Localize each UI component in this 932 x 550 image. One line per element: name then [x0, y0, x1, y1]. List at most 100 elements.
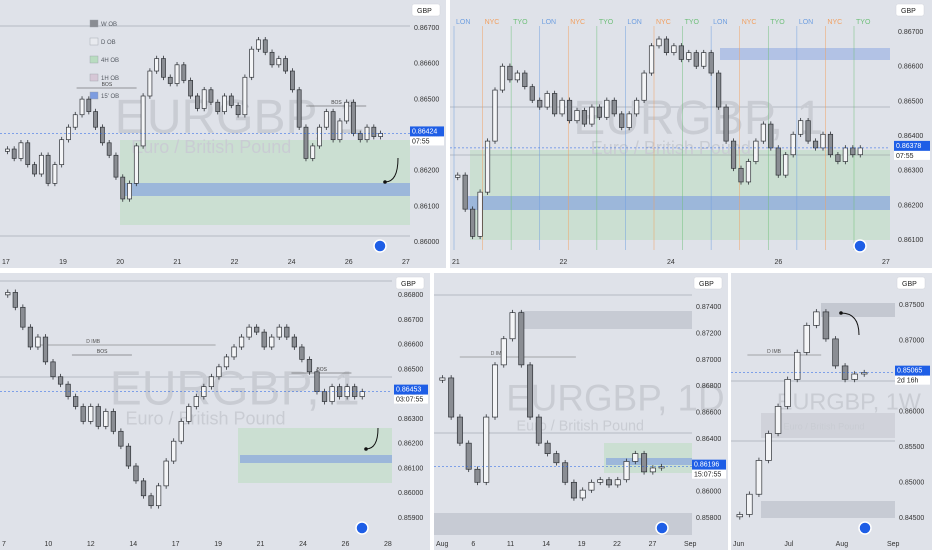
session-label: NYC — [827, 19, 842, 26]
projection-point — [364, 447, 368, 451]
price-tick-label: 0.87500 — [899, 302, 924, 309]
price-tick-label: 0.87000 — [899, 338, 924, 345]
candle — [671, 45, 677, 53]
projection-arrow — [384, 157, 399, 183]
candle — [296, 89, 302, 128]
candle — [186, 406, 192, 422]
chart-panel-top-left[interactable]: EURGBP, 1 Euro / British Pound W OB D OB 4H … — [0, 0, 446, 268]
order-block-zone — [761, 413, 895, 438]
candle — [12, 292, 18, 308]
bos-label: BOS — [331, 100, 342, 106]
candle — [509, 312, 516, 340]
candle — [574, 110, 580, 122]
current-price-badge — [692, 459, 726, 470]
candle — [125, 445, 132, 467]
candle — [100, 126, 105, 144]
order-block-zone — [120, 140, 410, 225]
candle — [38, 154, 44, 175]
candle — [518, 312, 525, 366]
bos-label: BOS — [97, 349, 108, 355]
chart-canvas[interactable]: EURGBP, 1W Euro / British Pound D IMB 0.875… — [731, 273, 932, 550]
session-label: LON — [627, 19, 641, 26]
countdown-badge — [894, 150, 930, 160]
currency-label: GBP — [699, 281, 714, 288]
candle — [25, 142, 31, 165]
candle — [483, 416, 490, 483]
watermark-name: Euro / British Pound — [783, 422, 864, 432]
projection-arrow — [840, 312, 860, 336]
price-tick-label: 0.86100 — [898, 237, 923, 244]
candle — [228, 95, 234, 106]
candle — [65, 383, 71, 397]
watermark-name: Euro / British Pound — [125, 409, 285, 429]
order-block-zone — [240, 455, 392, 463]
imbalance-label: D IMB — [86, 339, 101, 345]
candle — [850, 147, 856, 156]
candle — [663, 38, 670, 53]
candle — [283, 58, 288, 72]
candle — [738, 167, 744, 183]
time-tick-label: 7 — [2, 541, 6, 548]
chart-panel-bottom-middle[interactable]: EURGBP, 1D Euro / British Pound D IMB 0.874… — [434, 273, 728, 550]
candle — [581, 110, 588, 125]
candle — [484, 140, 491, 193]
candle — [155, 485, 162, 507]
session-label: LON — [713, 19, 727, 26]
price-tick-label: 0.86600 — [414, 61, 439, 68]
chart-panel-top-right[interactable]: EURGBP, 1 Euro / British Pound LON NYC TYO LO… — [450, 0, 932, 268]
current-price-value: 0.86424 — [412, 128, 437, 135]
candle — [208, 89, 214, 103]
countdown-badge — [692, 469, 726, 479]
candle — [174, 64, 180, 84]
replay-icon — [355, 521, 369, 535]
legend-swatch — [89, 19, 99, 28]
time-tick-label: Sep — [887, 541, 900, 548]
price-tick-label: 0.86000 — [398, 490, 423, 497]
candle — [371, 126, 377, 137]
candle — [32, 164, 37, 175]
price-tick-label: 0.86600 — [398, 342, 423, 349]
countdown-value: 07:55 — [412, 138, 430, 145]
time-tick-label: 14 — [542, 541, 550, 548]
candle — [716, 72, 722, 108]
candle — [20, 306, 26, 328]
candle — [803, 325, 811, 353]
candle — [242, 76, 248, 116]
price-tick-label: 0.84500 — [899, 515, 924, 522]
watermark-symbol: EURGBP, 1D — [506, 378, 724, 419]
candle — [148, 495, 154, 507]
candle — [604, 99, 610, 118]
legend-item: 4H OB — [101, 58, 119, 64]
candle — [793, 352, 801, 380]
chart-panel-bottom-right[interactable]: EURGBP, 1W Euro / British Pound D IMB 0.875… — [731, 273, 932, 550]
candle — [351, 101, 356, 134]
currency-badge — [693, 276, 723, 290]
candle — [753, 140, 759, 162]
candle — [276, 58, 282, 66]
time-tick-label: Aug — [436, 541, 449, 548]
candle — [303, 126, 309, 159]
candle — [299, 346, 305, 360]
candle — [45, 154, 51, 184]
candle — [499, 65, 506, 91]
time-tick-label: 19 — [578, 541, 586, 548]
replay-icon — [853, 239, 867, 253]
candle — [235, 105, 241, 116]
chart-panel-bottom-left[interactable]: EURGBP, 1 Euro / British Pound BOS BOS D IMB… — [0, 273, 430, 550]
candle — [775, 147, 781, 176]
time-tick-label: Jun — [733, 541, 744, 548]
time-tick-label: 28 — [384, 541, 392, 548]
currency-badge — [895, 3, 925, 17]
candle — [133, 465, 139, 482]
candle — [835, 154, 841, 162]
candle — [147, 70, 153, 97]
price-tick-label: 0.87200 — [696, 330, 721, 337]
candle — [784, 379, 791, 407]
order-block-zone — [519, 311, 692, 329]
price-tick-label: 0.86500 — [898, 98, 923, 105]
candle — [456, 416, 463, 444]
